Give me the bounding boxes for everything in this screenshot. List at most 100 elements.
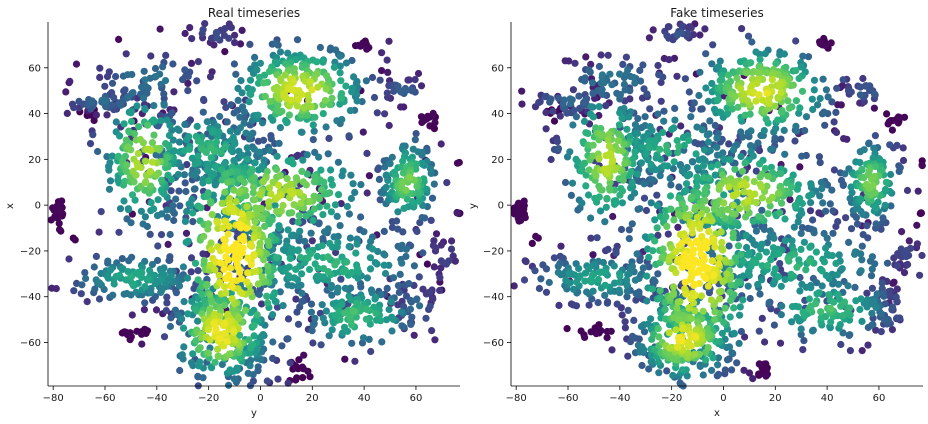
scatter-point <box>801 127 809 135</box>
scatter-point <box>263 292 271 300</box>
y-tick-label: 20 <box>491 155 504 166</box>
scatter-point <box>595 62 604 71</box>
scatter-point <box>756 290 764 298</box>
scatter-point <box>112 118 120 126</box>
scatter-point <box>857 196 865 204</box>
scatter-point <box>365 44 373 52</box>
scatter-point <box>124 206 133 214</box>
scatter-point <box>528 239 536 247</box>
scatter-point <box>346 107 354 115</box>
scatter-point <box>720 191 728 199</box>
scatter-point <box>864 341 872 349</box>
scatter-point <box>733 74 741 82</box>
scatter-point <box>108 101 116 109</box>
scatter-point <box>618 311 626 319</box>
scatter-point <box>802 266 810 274</box>
scatter-point <box>614 137 622 145</box>
scatter-point <box>868 309 876 317</box>
scatter-point <box>913 221 921 229</box>
scatter-point <box>792 97 801 105</box>
scatter-point <box>687 314 695 323</box>
scatter-point <box>892 293 900 301</box>
scatter-point <box>873 290 881 298</box>
scatter-point <box>279 201 287 209</box>
scatter-point <box>406 174 414 182</box>
scatter-point <box>127 109 135 117</box>
scatter-point <box>437 241 445 249</box>
scatter-point <box>214 219 222 227</box>
scatter-point <box>781 275 789 283</box>
scatter-point <box>589 251 597 259</box>
scatter-point <box>294 218 302 226</box>
scatter-point <box>639 61 647 69</box>
scatter-point <box>761 50 769 58</box>
scatter-point <box>663 142 671 150</box>
scatter-point <box>700 146 709 154</box>
scatter-point <box>158 275 166 284</box>
scatter-point <box>806 243 814 251</box>
scatter-point <box>285 263 293 271</box>
scatter-point <box>514 215 522 223</box>
scatter-point <box>645 34 654 42</box>
scatter-point <box>692 150 700 158</box>
scatter-point <box>774 116 782 124</box>
scatter-point <box>829 207 837 215</box>
scatter-point <box>205 177 213 185</box>
scatter-point <box>665 329 673 337</box>
scatter-point <box>104 273 112 281</box>
scatter-point <box>366 265 375 273</box>
scatter-point <box>405 280 413 288</box>
scatter-point <box>276 172 284 180</box>
scatter-point <box>226 127 234 135</box>
scatter-point <box>792 122 800 130</box>
scatter-point <box>537 275 545 283</box>
scatter-point <box>755 253 763 261</box>
scatter-point <box>649 247 657 255</box>
scatter-point <box>396 270 404 278</box>
scatter-point <box>286 180 295 188</box>
scatter-point <box>394 225 402 233</box>
scatter-point <box>188 297 196 305</box>
scatter-point <box>404 76 412 84</box>
scatter-point <box>382 316 391 324</box>
scatter-point <box>776 339 785 347</box>
scatter-point <box>631 148 639 156</box>
scatter-point <box>298 167 306 175</box>
scatter-point <box>592 330 600 338</box>
scatter-point <box>234 168 242 176</box>
scatter-point <box>606 179 614 187</box>
scatter-point <box>618 114 626 122</box>
scatter-point <box>319 110 327 118</box>
scatter-point <box>616 272 624 280</box>
y-tick-label: 60 <box>491 63 504 74</box>
scatter-point <box>858 242 866 250</box>
scatter-point <box>238 289 246 297</box>
scatter-point <box>886 141 894 149</box>
scatter-point <box>774 70 782 78</box>
scatter-point <box>86 140 95 148</box>
scatter-point <box>871 132 880 140</box>
scatter-point <box>781 215 789 223</box>
scatter-point <box>246 90 254 98</box>
scatter-point <box>700 174 708 182</box>
scatter-point <box>394 208 402 216</box>
scatter-point <box>179 324 188 332</box>
scatter-point <box>878 219 886 227</box>
scatter-point <box>261 92 269 100</box>
scatter-point <box>728 366 736 374</box>
scatter-point <box>299 374 307 382</box>
scatter-point <box>118 255 126 263</box>
scatter-point <box>698 126 706 134</box>
scatter-point <box>658 253 666 262</box>
scatter-point <box>798 224 807 232</box>
scatter-point <box>893 141 901 149</box>
scatter-point <box>846 194 854 203</box>
scatter-point <box>417 82 426 90</box>
scatter-point <box>348 339 356 347</box>
scatter-point <box>698 105 706 113</box>
scatter-point <box>752 199 761 207</box>
scatter-point <box>814 101 822 109</box>
scatter-point <box>362 315 370 323</box>
scatter-point <box>809 216 817 224</box>
scatter-point <box>618 187 627 195</box>
